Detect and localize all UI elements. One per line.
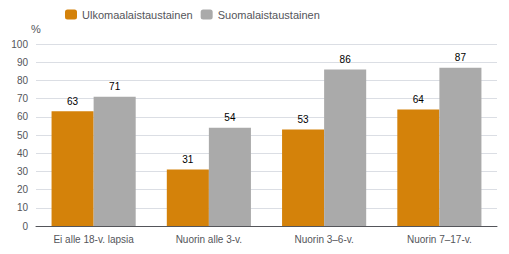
svg-text:90: 90	[17, 57, 29, 68]
svg-text:Ei alle 18-v. lapsia: Ei alle 18-v. lapsia	[53, 234, 134, 245]
svg-text:Nuorin alle 3-v.: Nuorin alle 3-v.	[176, 234, 243, 245]
svg-text:%: %	[31, 23, 41, 35]
svg-text:71: 71	[109, 81, 121, 92]
svg-text:63: 63	[67, 96, 79, 107]
svg-text:40: 40	[17, 148, 29, 159]
svg-text:80: 80	[17, 75, 29, 86]
svg-text:86: 86	[340, 54, 352, 65]
svg-text:0: 0	[22, 221, 28, 232]
svg-text:30: 30	[17, 166, 29, 177]
svg-text:54: 54	[224, 112, 236, 123]
svg-text:50: 50	[17, 130, 29, 141]
svg-text:31: 31	[182, 154, 194, 165]
svg-text:60: 60	[17, 111, 29, 122]
svg-text:Nuorin 3–6-v.: Nuorin 3–6-v.	[294, 234, 353, 245]
svg-text:87: 87	[455, 52, 467, 63]
svg-text:53: 53	[298, 114, 310, 125]
svg-text:20: 20	[17, 184, 29, 195]
svg-text:100: 100	[11, 39, 28, 50]
svg-text:Suomalaistaustainen: Suomalaistaustainen	[218, 9, 320, 21]
svg-text:10: 10	[17, 202, 29, 213]
svg-text:70: 70	[17, 93, 29, 104]
svg-text:Ulkomaalaistaustainen: Ulkomaalaistaustainen	[82, 9, 193, 21]
svg-text:64: 64	[413, 94, 425, 105]
svg-text:Nuorin 7–17-v.: Nuorin 7–17-v.	[407, 234, 472, 245]
